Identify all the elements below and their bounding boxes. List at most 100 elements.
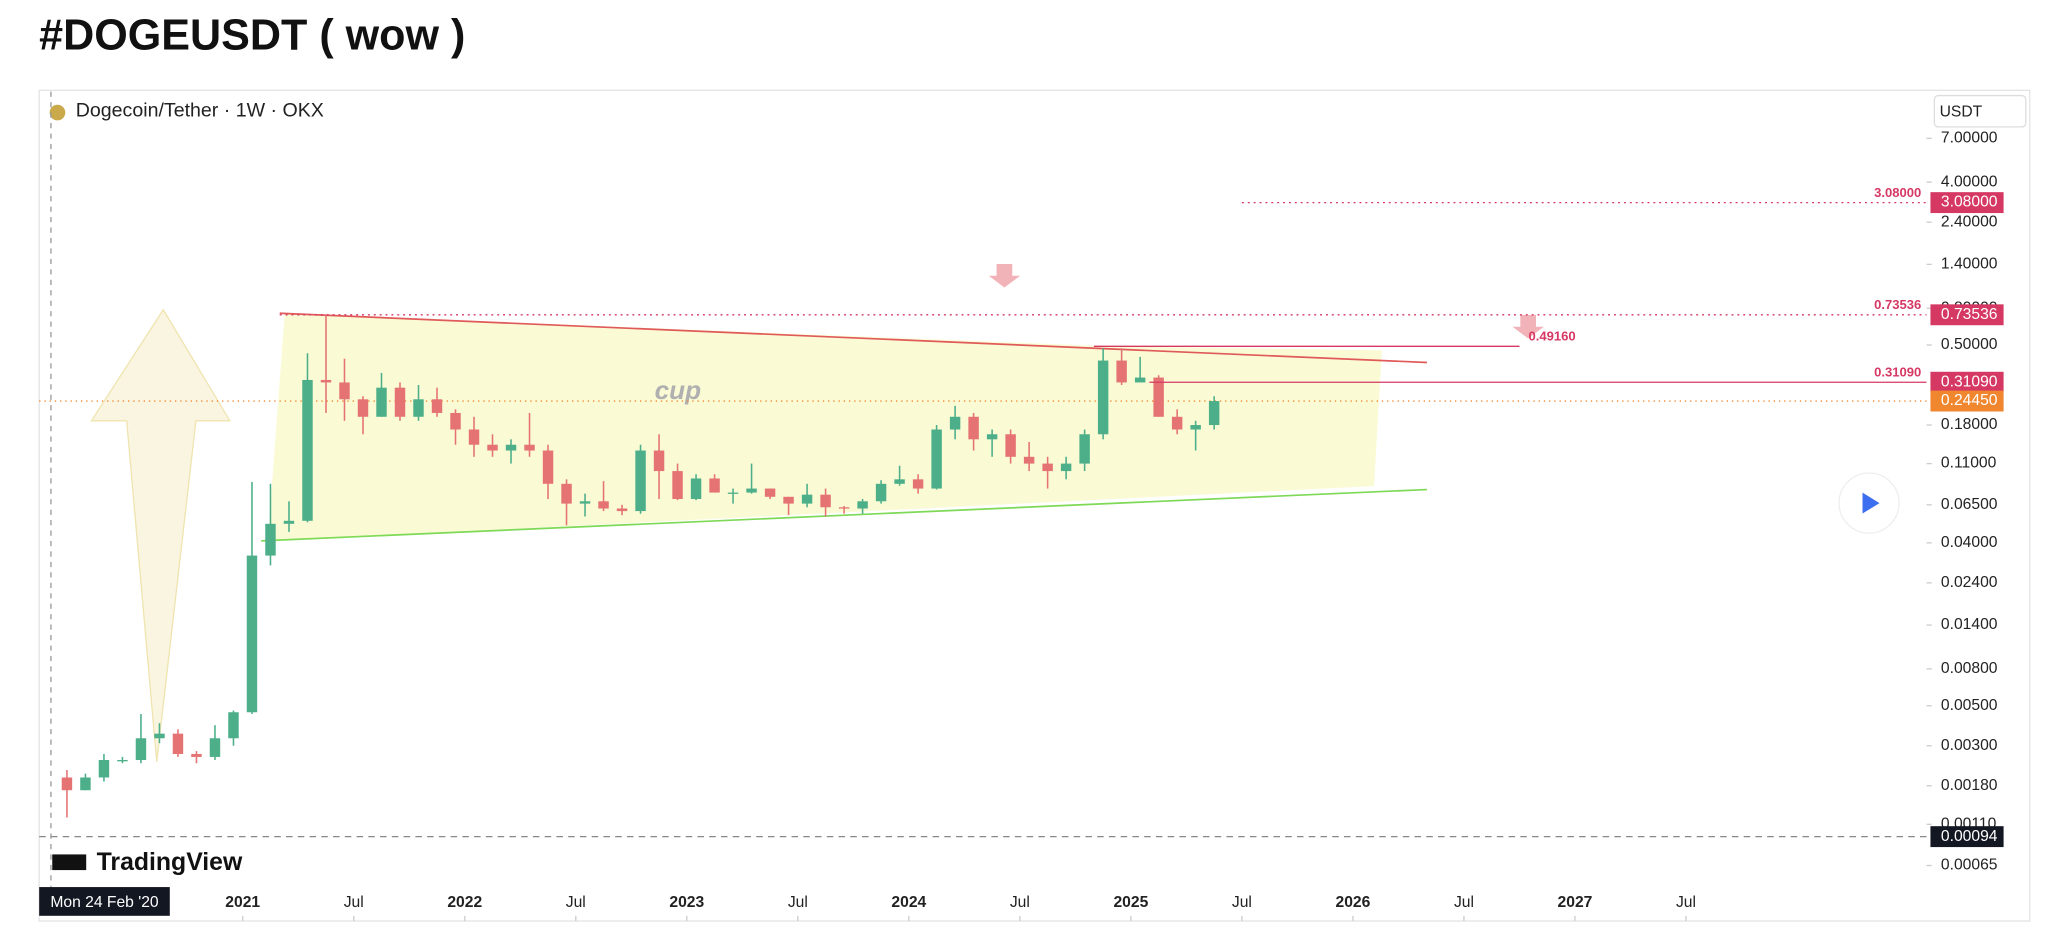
x-tick-label: 2022 bbox=[447, 894, 482, 911]
candle-body bbox=[635, 450, 646, 512]
price-tag-label: 0.24450 bbox=[1941, 392, 1998, 409]
candle-body bbox=[487, 444, 498, 451]
y-tick-label: 0.00180 bbox=[1941, 777, 1998, 794]
candle-body bbox=[376, 387, 387, 417]
currency-label: USDT bbox=[1940, 104, 1983, 121]
x-tick-label: 2027 bbox=[1558, 894, 1593, 911]
candle-body bbox=[450, 412, 461, 430]
symbol-icon bbox=[49, 104, 66, 121]
candle-body bbox=[894, 479, 905, 484]
candle-body bbox=[1116, 360, 1127, 383]
symbol-label: Dogecoin/Tether · 1W · OKX bbox=[76, 99, 324, 121]
y-tick-label: 7.00000 bbox=[1941, 129, 1998, 146]
currency-box bbox=[1933, 94, 2027, 128]
date-tag bbox=[39, 887, 170, 916]
candle-body bbox=[968, 416, 979, 440]
candle-body bbox=[1042, 463, 1053, 472]
candle-body bbox=[801, 494, 813, 504]
candle-body bbox=[1023, 456, 1035, 464]
candle-body bbox=[764, 488, 776, 497]
candle-body bbox=[191, 753, 202, 757]
big-arrow bbox=[90, 308, 232, 762]
candle-body bbox=[413, 399, 424, 417]
down-arrow bbox=[1512, 314, 1544, 339]
candle-body bbox=[505, 444, 517, 451]
candle-body bbox=[653, 450, 665, 472]
candle-body bbox=[931, 429, 942, 489]
y-tick-label: 0.00065 bbox=[1941, 857, 1998, 874]
candle-body bbox=[1208, 401, 1220, 426]
y-tick-label: 0.00800 bbox=[1941, 660, 1998, 677]
candle-body bbox=[709, 478, 720, 493]
candle-body bbox=[135, 738, 147, 761]
x-tick-label: Jul bbox=[566, 894, 586, 911]
candle-body bbox=[468, 429, 480, 445]
candle-body bbox=[524, 444, 535, 451]
y-tick-label: 0.00300 bbox=[1941, 737, 1998, 754]
play-icon bbox=[1862, 492, 1880, 514]
brand-label: TradingView bbox=[97, 849, 243, 876]
y-tick-label: 0.11000 bbox=[1941, 455, 1997, 472]
candle-body bbox=[209, 738, 221, 757]
x-tick-label: Jul bbox=[1232, 894, 1252, 911]
y-tick-label: 0.00500 bbox=[1941, 697, 1998, 714]
candle-body bbox=[542, 450, 554, 484]
page-title: #DOGEUSDT ( wow ) bbox=[39, 11, 465, 59]
candle-body bbox=[265, 523, 276, 556]
y-tick-label: 0.04000 bbox=[1941, 534, 1998, 551]
candle-body bbox=[394, 387, 406, 417]
candle-body bbox=[783, 496, 794, 504]
candle-body bbox=[672, 471, 683, 500]
price-tag bbox=[1930, 192, 2004, 214]
candle-body bbox=[357, 399, 369, 417]
x-tick-label: 2026 bbox=[1336, 894, 1371, 911]
price-tag-label: 3.08000 bbox=[1941, 194, 1998, 211]
candle-body bbox=[746, 488, 757, 493]
candle-body bbox=[98, 760, 110, 778]
candle-body bbox=[154, 733, 165, 739]
candle-body bbox=[986, 434, 998, 440]
candle-body bbox=[598, 501, 609, 509]
candle-body bbox=[912, 479, 924, 489]
candle-body bbox=[875, 483, 887, 502]
candle-body bbox=[1079, 434, 1090, 464]
trendline bbox=[279, 312, 1427, 364]
x-tick-label: Jul bbox=[1676, 894, 1696, 911]
chart-frame bbox=[38, 89, 2031, 922]
candle-body bbox=[561, 483, 572, 504]
price-tag-label: 0.31090 bbox=[1941, 373, 1998, 390]
x-tick-label: 2021 bbox=[225, 894, 260, 911]
candle-body bbox=[1171, 416, 1183, 430]
down-arrow bbox=[988, 264, 1021, 288]
y-tick-label: 1.40000 bbox=[1941, 256, 1998, 273]
x-tick-label: 2025 bbox=[1113, 894, 1148, 911]
candle-body bbox=[1060, 463, 1072, 472]
y-tick-label: 0.18000 bbox=[1941, 416, 1998, 433]
level-label: 0.49160 bbox=[1529, 329, 1576, 344]
y-tick-label: 2.40000 bbox=[1941, 213, 1998, 230]
y-tick-label: 4.00000 bbox=[1941, 173, 1998, 190]
x-tick-label: Jul bbox=[788, 894, 808, 911]
candle-body bbox=[246, 555, 258, 713]
candle-body bbox=[320, 379, 332, 383]
candle-body bbox=[820, 494, 831, 508]
y-tick-label: 0.01400 bbox=[1941, 616, 1998, 633]
candle-body bbox=[727, 492, 739, 494]
x-tick-label: Jul bbox=[1454, 894, 1474, 911]
candle-body bbox=[117, 760, 128, 762]
candle-body bbox=[949, 416, 961, 430]
level-label: 0.73536 bbox=[1874, 297, 1921, 312]
candle-body bbox=[339, 382, 350, 400]
x-tick-label: Jul bbox=[1010, 894, 1030, 911]
crosshair-tag-label: 0.00094 bbox=[1941, 828, 1998, 845]
candle-body bbox=[1134, 377, 1146, 383]
candle-body bbox=[302, 379, 313, 521]
price-tag bbox=[1930, 390, 2004, 412]
candle-body bbox=[283, 520, 295, 524]
crosshair-tag bbox=[1930, 826, 2004, 848]
candle-body bbox=[838, 507, 850, 509]
annotation: cup bbox=[655, 375, 701, 405]
candle-body bbox=[690, 478, 702, 500]
candle-body bbox=[172, 733, 184, 754]
